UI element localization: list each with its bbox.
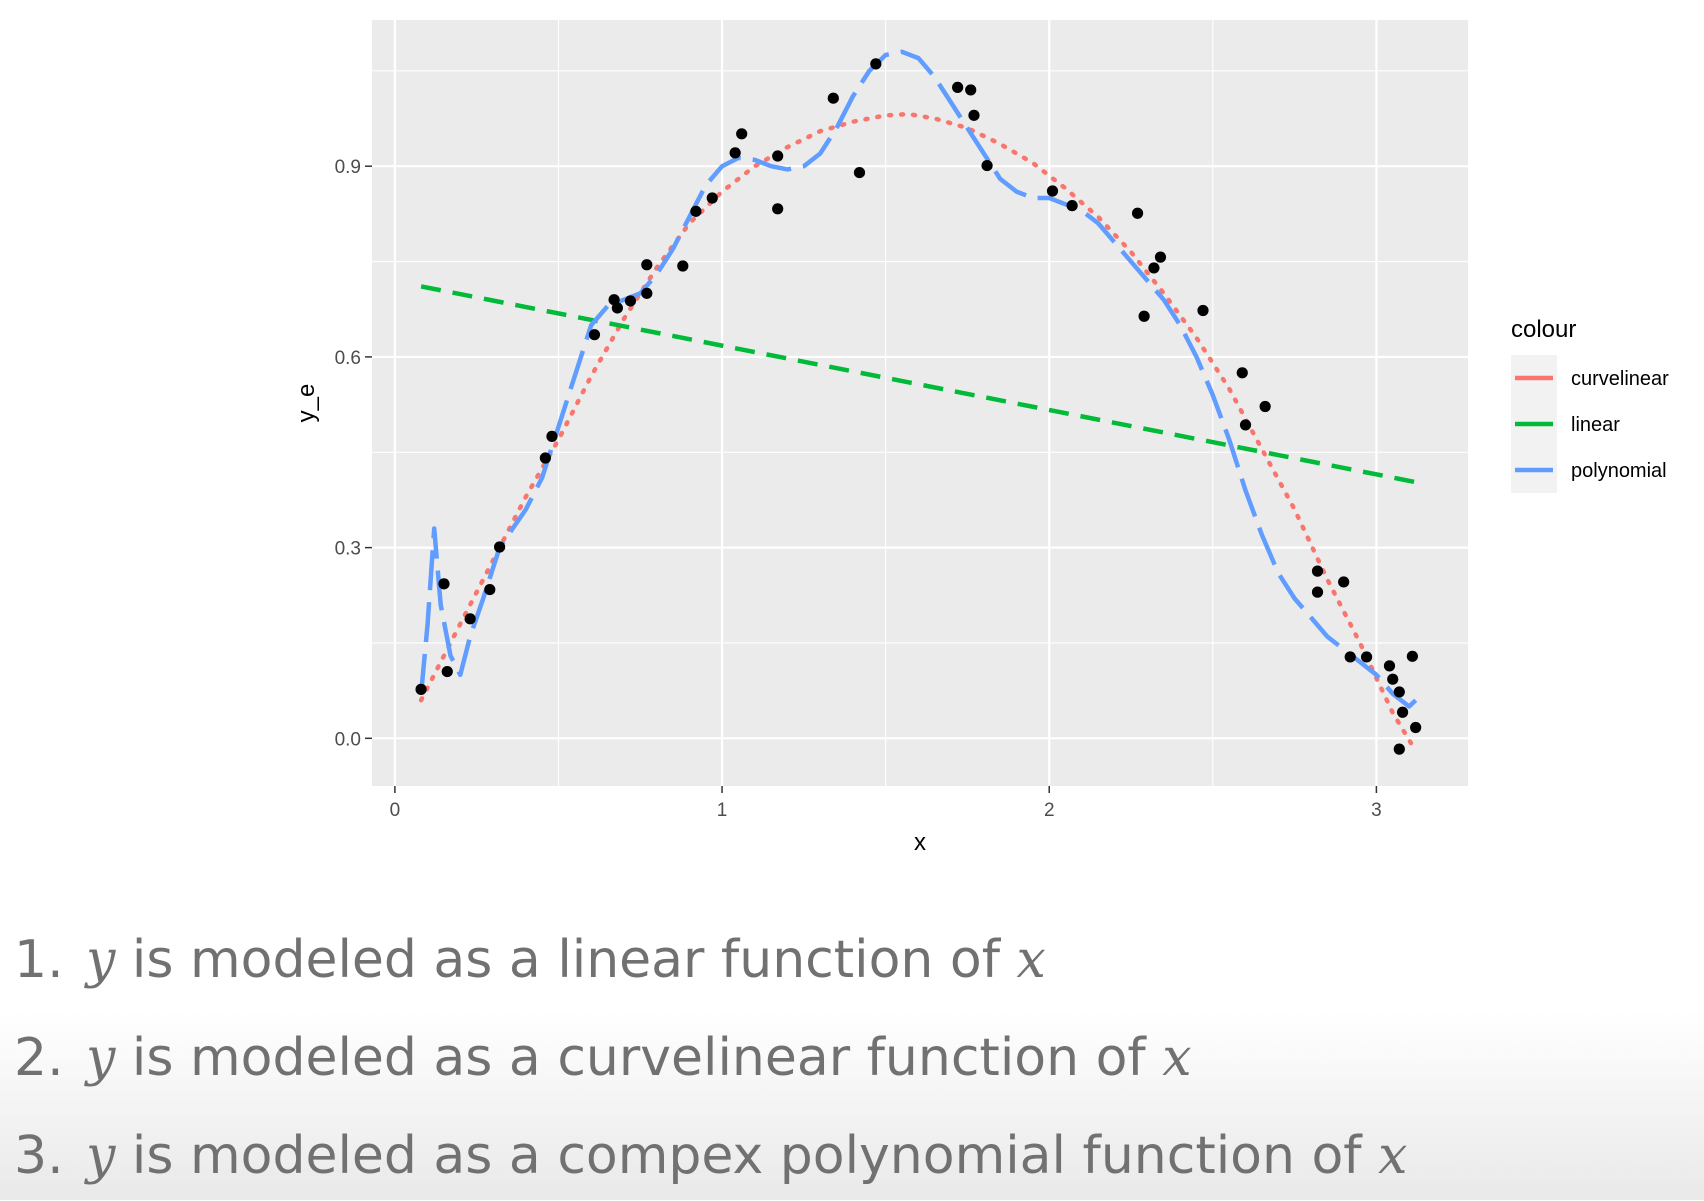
data-point [690, 205, 702, 217]
data-point [968, 109, 980, 121]
plot-panel [372, 20, 1468, 786]
data-point [706, 192, 718, 204]
data-point [736, 128, 748, 140]
data-point [1338, 576, 1350, 588]
legend-label-curvelinear: curvelinear [1571, 368, 1669, 390]
caption-item-3: 3. y is modeled as a compex polynomial fu… [0, 1111, 1407, 1201]
caption-number: 3. [14, 1126, 64, 1186]
data-point [981, 159, 993, 172]
data-point [641, 287, 653, 299]
axis-ticks [365, 165, 1378, 793]
caption-number: 2. [14, 1028, 64, 1088]
data-point [1197, 304, 1209, 317]
data-point [1311, 586, 1324, 598]
caption-item-2: 2. y is modeled as a curvelinear function… [0, 1013, 1192, 1103]
data-point [1360, 651, 1373, 663]
y-tick-label: 0.0 [335, 729, 361, 750]
data-point [1131, 207, 1144, 219]
legend: colour curvelinear linear polynomial [1511, 316, 1669, 493]
legend-label-linear: linear [1571, 414, 1620, 436]
data-point [464, 613, 476, 625]
data-point [1138, 310, 1150, 322]
data-point [1344, 651, 1356, 663]
data-point [1239, 419, 1252, 431]
data-point [1046, 185, 1059, 197]
grid-major [372, 20, 1468, 786]
x-axis-title: x [914, 829, 926, 856]
tick-labels: 0 1 2 3 0.0 0.3 0.6 0.9 [335, 157, 1382, 821]
data-point [539, 452, 551, 464]
data-point [484, 583, 496, 596]
data-point [641, 259, 653, 271]
data-point [1393, 743, 1405, 755]
data-point [677, 260, 689, 272]
data-point [1066, 200, 1078, 212]
data-point [853, 166, 866, 179]
y-tick-label: 0.9 [335, 157, 361, 178]
data-point [1154, 251, 1167, 263]
data-point [772, 203, 784, 215]
data-point [1396, 706, 1409, 718]
data-point [611, 302, 623, 314]
data-point [1393, 686, 1405, 698]
series-layer [418, 49, 1418, 754]
data-point [952, 81, 964, 93]
data-point [438, 578, 450, 590]
data-point [441, 665, 453, 678]
caption-var-x: x [1378, 1126, 1408, 1186]
series-line-polynomial [418, 49, 1418, 709]
data-point [1259, 400, 1271, 413]
data-point [546, 430, 558, 442]
x-tick-label: 0 [390, 800, 401, 821]
data-point [1387, 673, 1399, 685]
data-point [588, 329, 601, 341]
data-point [870, 58, 882, 70]
y-tick-label: 0.6 [335, 348, 361, 369]
grid-minor [372, 20, 1468, 786]
caption-number: 1. [14, 930, 64, 990]
y-axis-title: y_e [293, 384, 320, 423]
series-line-linear [420, 284, 1417, 485]
caption-text: is modeled as a compex polynomial functi… [115, 1126, 1379, 1186]
data-point [1383, 660, 1396, 672]
caption-text: is modeled as a curvelinear function of [115, 1028, 1163, 1088]
x-tick-label: 2 [1044, 800, 1055, 821]
data-point [1148, 262, 1160, 274]
caption-var-x: x [1162, 1028, 1192, 1088]
chart: 0 1 2 3 0.0 0.3 0.6 0.9 x y_e colour curvelinea… [293, 20, 1669, 856]
data-point [493, 541, 506, 553]
data-point [1311, 565, 1324, 577]
caption-var-x: x [1016, 930, 1046, 990]
y-tick-label: 0.3 [335, 539, 361, 560]
legend-entries: curvelinear linear polynomial [1511, 355, 1669, 493]
data-point [1410, 721, 1422, 734]
caption-var-y: y [86, 930, 116, 990]
data-point [772, 150, 784, 162]
legend-label-polynomial: polynomial [1571, 460, 1667, 482]
x-tick-label: 3 [1371, 800, 1382, 821]
legend-title: colour [1511, 316, 1576, 343]
points-layer [415, 58, 1422, 755]
data-point [1236, 367, 1248, 379]
data-point [827, 92, 839, 104]
caption-var-y: y [86, 1028, 116, 1088]
data-point [415, 683, 427, 695]
caption-text: is modeled as a linear function of [115, 930, 1017, 990]
data-point [1406, 650, 1418, 662]
data-point [965, 84, 977, 96]
caption-item-1: 1. y is modeled as a linear function of x [0, 915, 1046, 1005]
data-point [624, 295, 637, 307]
data-point [729, 147, 741, 159]
caption-var-y: y [86, 1126, 116, 1186]
x-tick-label: 1 [717, 800, 728, 821]
